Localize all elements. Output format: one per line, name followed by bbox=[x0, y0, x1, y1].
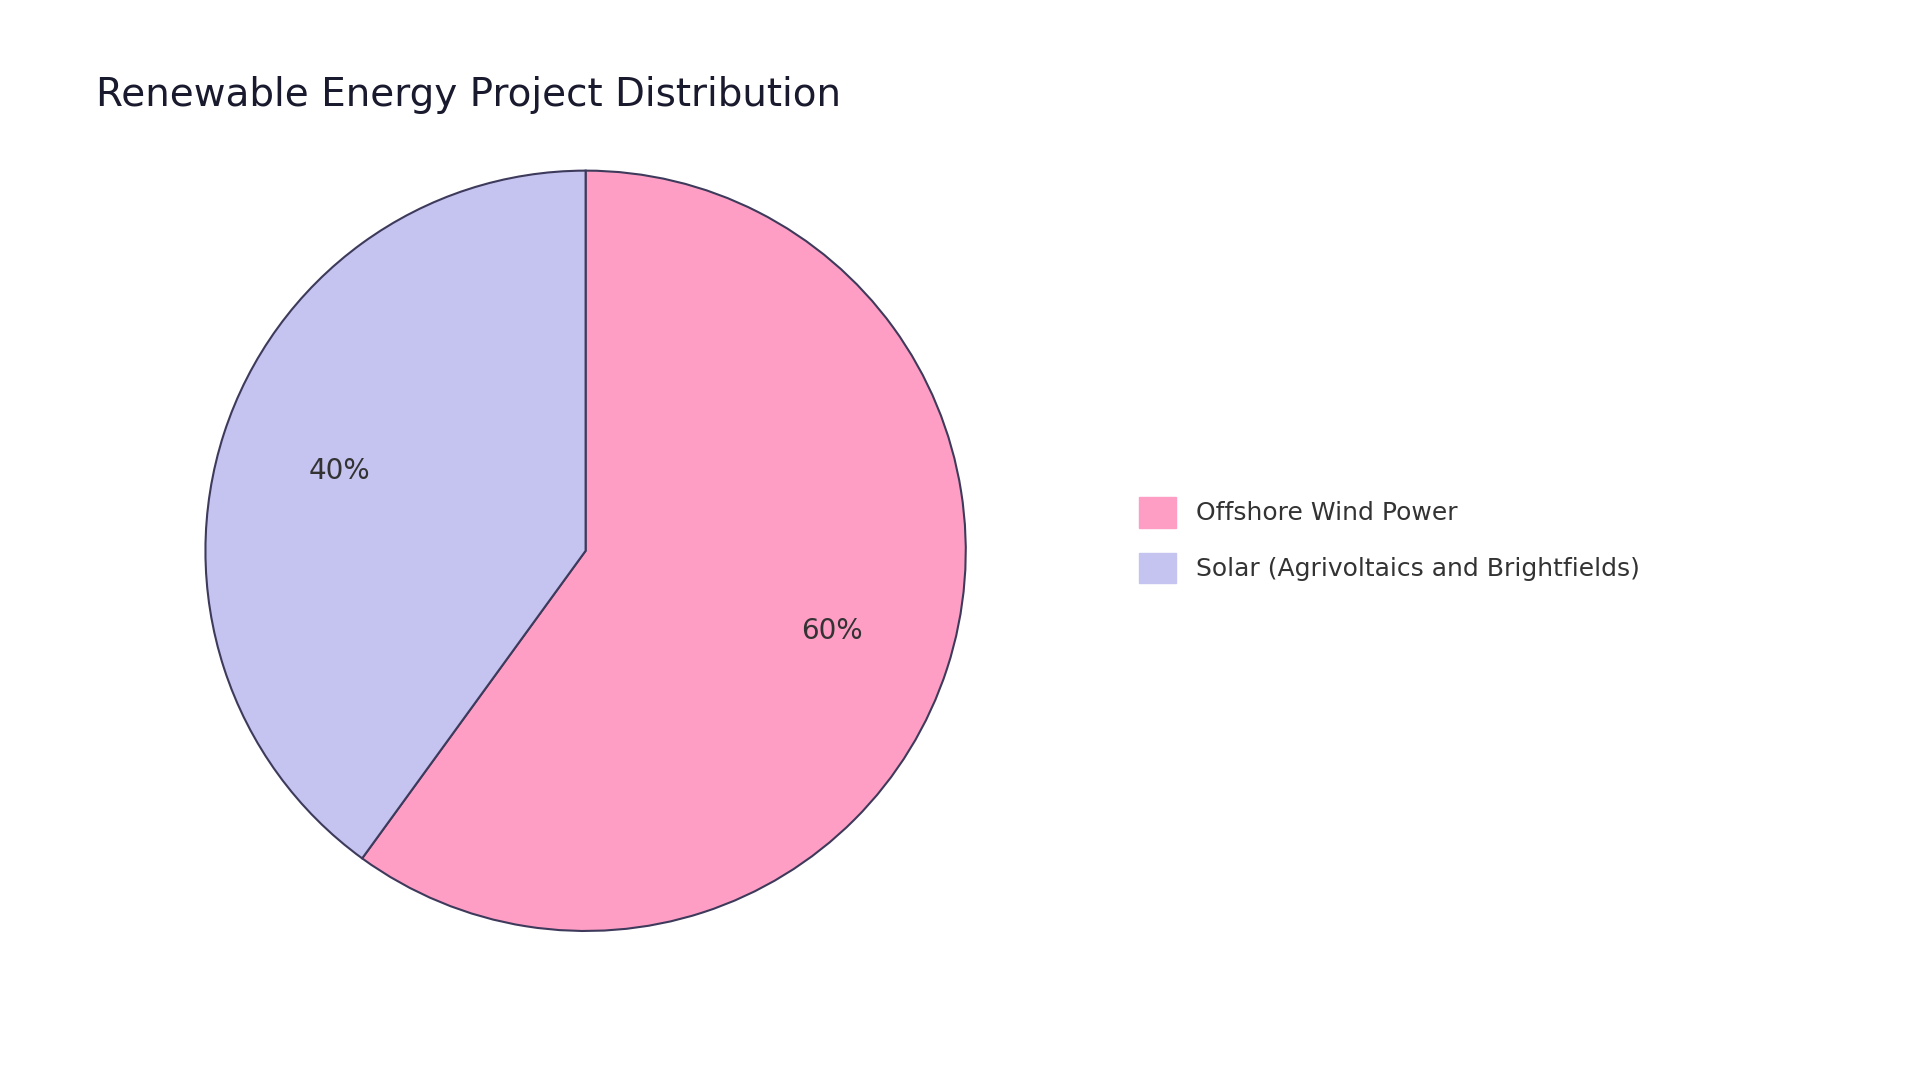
Text: 40%: 40% bbox=[309, 457, 371, 485]
Wedge shape bbox=[363, 171, 966, 931]
Legend: Offshore Wind Power, Solar (Agrivoltaics and Brightfields): Offshore Wind Power, Solar (Agrivoltaics… bbox=[1127, 485, 1653, 595]
Text: 60%: 60% bbox=[801, 617, 862, 645]
Wedge shape bbox=[205, 171, 586, 859]
Text: Renewable Energy Project Distribution: Renewable Energy Project Distribution bbox=[96, 76, 841, 113]
